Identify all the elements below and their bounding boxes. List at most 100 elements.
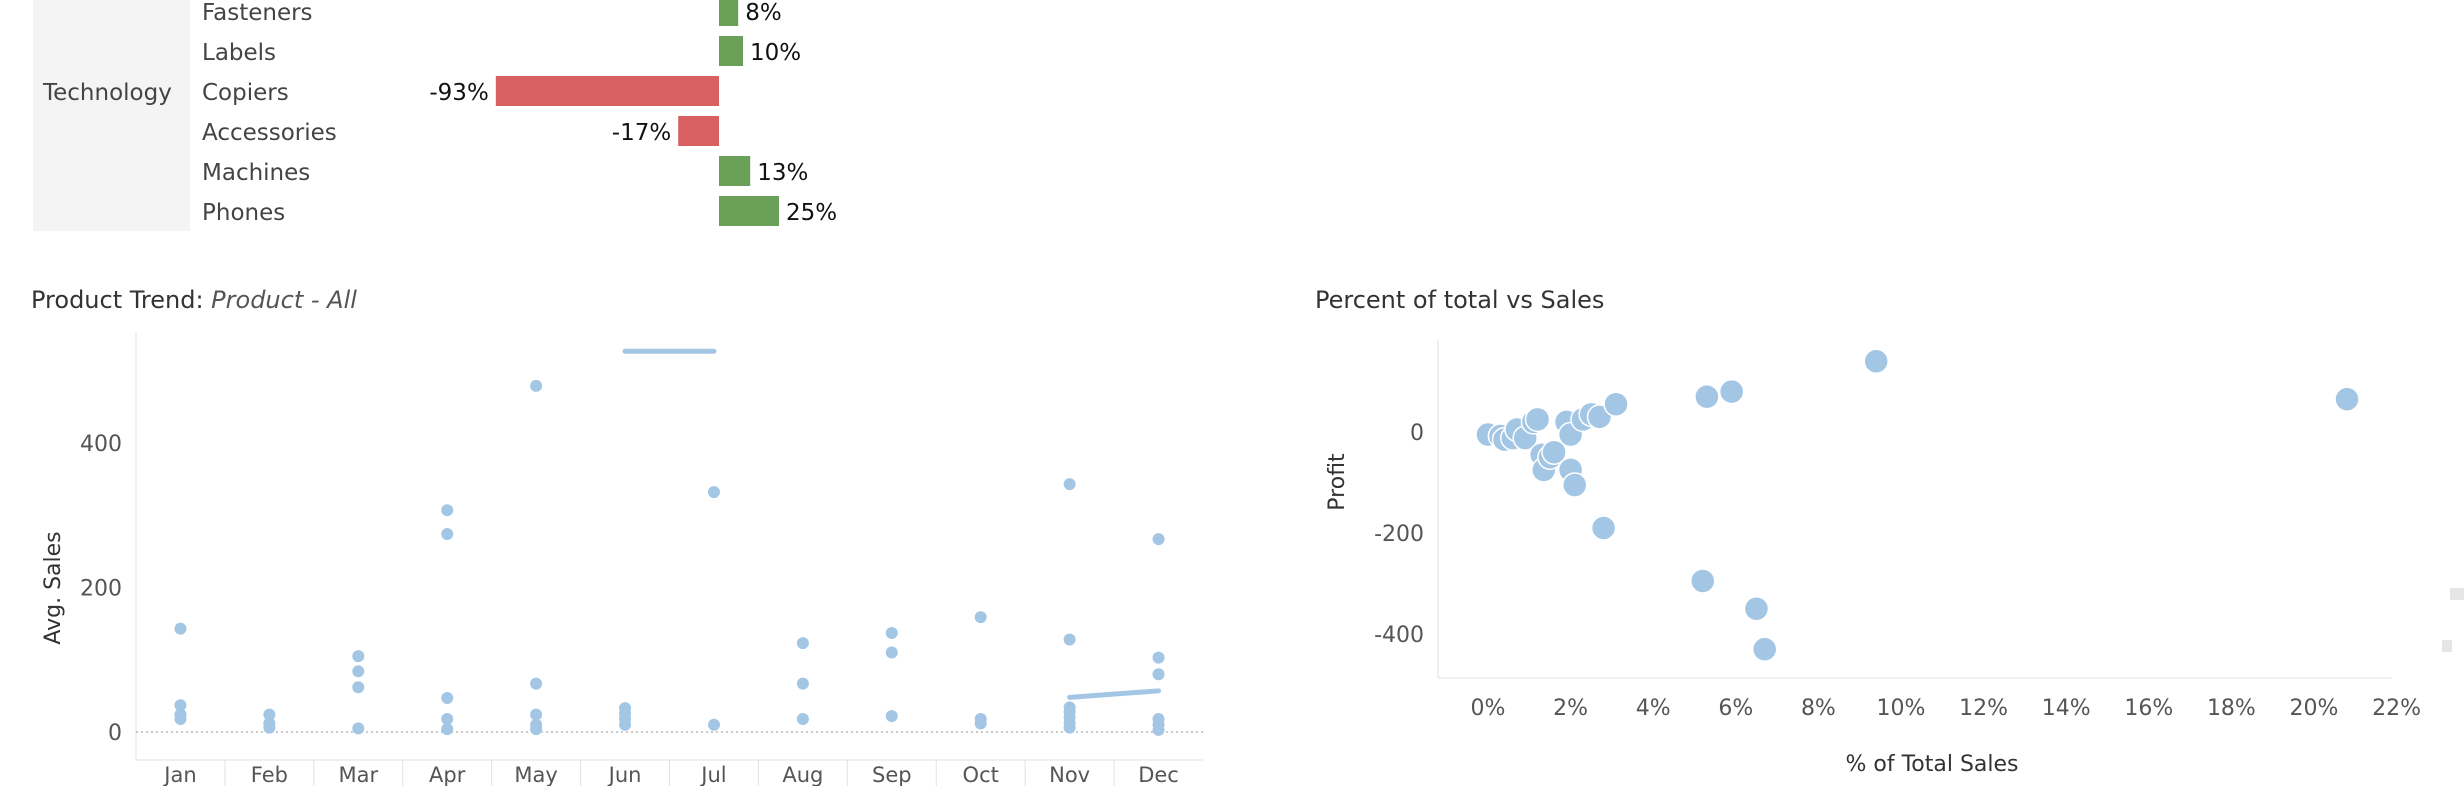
y-axis-label: Avg. Sales bbox=[41, 531, 66, 644]
data-point bbox=[974, 611, 987, 624]
data-point bbox=[441, 528, 454, 541]
y-tick-label: -400 bbox=[1374, 623, 1424, 648]
bar-value-label: 10% bbox=[750, 40, 801, 66]
x-tick-label: May bbox=[514, 763, 557, 786]
data-point bbox=[530, 723, 543, 736]
bar-value-label: -93% bbox=[429, 80, 488, 106]
bar-value-label: 13% bbox=[757, 160, 808, 186]
y-tick-label: 400 bbox=[80, 432, 122, 457]
x-tick-label: Mar bbox=[338, 763, 378, 786]
sub-category-label: Accessories bbox=[202, 120, 337, 146]
data-point bbox=[174, 622, 187, 635]
data-point bbox=[441, 723, 454, 736]
data-point bbox=[174, 699, 187, 712]
bar-value-label: 8% bbox=[745, 0, 782, 26]
profit-bar bbox=[719, 36, 743, 66]
data-point bbox=[530, 379, 543, 392]
edge-mark bbox=[2442, 640, 2452, 652]
x-tick-label: 16% bbox=[2124, 696, 2173, 721]
bar-value-label: 25% bbox=[786, 200, 837, 226]
data-point bbox=[1152, 668, 1165, 681]
x-tick-label: 14% bbox=[2042, 696, 2091, 721]
percent-vs-sales-title: Percent of total vs Sales bbox=[1315, 286, 1605, 314]
data-point bbox=[1863, 348, 1889, 375]
data-point bbox=[1590, 515, 1617, 541]
data-point bbox=[707, 718, 720, 731]
profit-bar bbox=[495, 76, 719, 106]
data-point bbox=[1063, 721, 1076, 734]
y-tick-label: 200 bbox=[80, 577, 122, 602]
sub-category-label: Labels bbox=[202, 40, 276, 66]
data-point bbox=[707, 486, 720, 499]
x-tick-label: 8% bbox=[1801, 696, 1836, 721]
x-axis-label: % of Total Sales bbox=[1845, 752, 2018, 777]
sub-category-label: Copiers bbox=[202, 80, 289, 106]
x-tick-label: 0% bbox=[1471, 696, 1506, 721]
x-tick-label: 18% bbox=[2207, 696, 2256, 721]
data-point bbox=[885, 710, 898, 723]
x-tick-label: 20% bbox=[2290, 696, 2339, 721]
data-point bbox=[2334, 386, 2360, 412]
x-tick-label: Dec bbox=[1138, 763, 1179, 786]
data-point bbox=[352, 650, 365, 663]
x-tick-label: Apr bbox=[429, 763, 466, 786]
x-tick-label: Oct bbox=[963, 763, 999, 786]
product-trend-subtitle: Product - All bbox=[211, 286, 357, 314]
x-tick-label: Jan bbox=[162, 763, 196, 786]
data-point bbox=[352, 665, 365, 678]
data-point bbox=[352, 681, 365, 694]
x-tick-label: Jul bbox=[699, 763, 726, 786]
data-point bbox=[174, 712, 187, 725]
data-point bbox=[352, 722, 365, 735]
x-tick-label: 10% bbox=[1877, 696, 1926, 721]
data-point bbox=[441, 712, 454, 725]
data-point bbox=[1063, 633, 1076, 646]
data-point bbox=[1690, 568, 1716, 594]
data-point bbox=[530, 708, 543, 721]
data-point bbox=[1541, 439, 1567, 465]
product-trend-chart: 0 200 400 Avg. Sales Jan Feb Mar Apr May Jun Jul Au… bbox=[41, 332, 1203, 786]
bar-value-label: -17% bbox=[612, 120, 671, 146]
data-point bbox=[1751, 636, 1778, 662]
y-tick-label: 0 bbox=[1410, 421, 1424, 446]
data-point bbox=[1718, 378, 1745, 405]
profit-ratio-bar-chart: Fasteners 8% Labels 10% Technology Copiers -93… bbox=[33, 0, 837, 231]
data-point bbox=[530, 677, 543, 690]
profit-bar bbox=[719, 196, 779, 226]
product-trend-title: Product Trend: Product - All bbox=[31, 286, 357, 314]
edge-mark bbox=[2450, 588, 2464, 600]
x-tick-label: 2% bbox=[1553, 696, 1588, 721]
data-point bbox=[796, 637, 809, 650]
x-tick-label: Nov bbox=[1049, 763, 1090, 786]
data-point bbox=[1152, 651, 1165, 664]
data-point bbox=[441, 692, 454, 705]
profit-bar bbox=[678, 116, 719, 146]
x-tick-label: Aug bbox=[782, 763, 823, 786]
profit-bar bbox=[719, 0, 739, 26]
category-header-cell bbox=[33, 71, 190, 231]
data-point bbox=[885, 627, 898, 640]
x-tick-label: 22% bbox=[2372, 696, 2421, 721]
sub-category-label: Machines bbox=[202, 160, 310, 186]
data-point bbox=[1561, 472, 1588, 498]
x-tick-label: Sep bbox=[872, 763, 912, 786]
data-point bbox=[1152, 723, 1165, 736]
data-point bbox=[796, 712, 809, 725]
data-point bbox=[441, 504, 454, 517]
x-tick-label: Jun bbox=[607, 763, 642, 786]
data-point bbox=[885, 646, 898, 659]
data-point bbox=[1603, 391, 1629, 417]
data-point bbox=[1524, 406, 1551, 433]
data-point bbox=[1063, 478, 1076, 491]
category-label: Technology bbox=[42, 80, 172, 106]
sub-category-label: Phones bbox=[202, 200, 285, 226]
category-header-cell bbox=[33, 0, 190, 71]
x-tick-label: 4% bbox=[1636, 696, 1671, 721]
trend-line bbox=[1067, 688, 1162, 700]
x-tick-label: Feb bbox=[251, 763, 288, 786]
sub-category-label: Fasteners bbox=[202, 0, 313, 26]
data-point bbox=[1152, 533, 1165, 546]
x-tick-label: 6% bbox=[1718, 696, 1753, 721]
y-axis-label: Profit bbox=[1325, 453, 1350, 511]
x-tick-label: 12% bbox=[1959, 696, 2008, 721]
